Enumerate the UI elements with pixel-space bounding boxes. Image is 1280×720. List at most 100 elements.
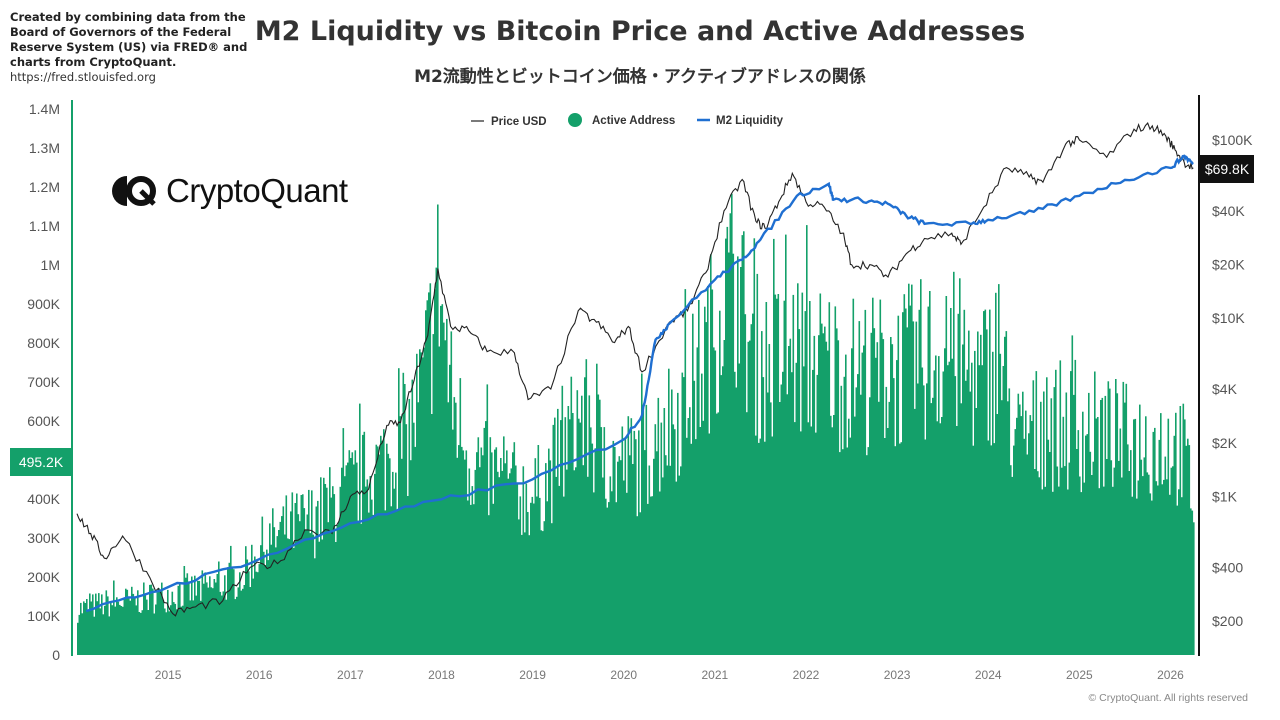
source-credit: Created by combining data from the Board… [10, 10, 280, 85]
active-address-bar [900, 442, 903, 655]
active-address-bar [705, 322, 708, 655]
active-address-bar [927, 306, 930, 655]
active-address-bar [941, 417, 943, 655]
active-address-bar [599, 399, 601, 655]
active-address-bar [918, 309, 921, 655]
active-address-bar [876, 342, 879, 655]
active-address-bar [851, 348, 853, 655]
active-address-bar [1016, 417, 1018, 655]
active-address-bar [483, 427, 486, 655]
left-tick-label: 800K [27, 335, 60, 351]
active-address-bar [717, 412, 720, 655]
active-address-bar [675, 481, 678, 655]
active-address-bar [932, 397, 934, 655]
active-address-bar [1155, 481, 1158, 655]
active-address-bar [992, 351, 994, 655]
active-address-bar [1052, 491, 1054, 655]
active-address-bar [1071, 335, 1074, 655]
active-address-bar [576, 390, 579, 655]
active-address-bar [801, 292, 804, 655]
active-address-bar [269, 523, 271, 655]
active-address-bar [1058, 486, 1060, 655]
active-address-bar [161, 582, 163, 655]
active-address-bar [753, 238, 756, 656]
active-address-bar [989, 309, 991, 655]
active-address-bar [824, 326, 826, 655]
active-address-bar [683, 377, 685, 655]
active-address-bar [1043, 391, 1045, 655]
active-address-bar [539, 497, 541, 655]
active-address-bar [197, 580, 199, 655]
x-tick-label: 2020 [610, 668, 637, 682]
active-address-bar [809, 301, 811, 655]
active-address-bar [447, 402, 450, 655]
active-address-bar [167, 589, 169, 655]
active-address-bar [320, 477, 322, 655]
active-address-bar [266, 549, 268, 655]
active-address-bar [183, 566, 186, 655]
active-address-bar [1190, 508, 1192, 655]
active-address-bar [629, 455, 631, 655]
active-address-bar [525, 483, 528, 655]
active-address-bar [182, 605, 184, 655]
active-address-bar [695, 439, 697, 655]
active-address-bar [1011, 476, 1014, 655]
active-address-bar [638, 430, 640, 655]
active-address-bar [437, 204, 439, 655]
active-address-bar [248, 571, 250, 655]
active-address-bar [951, 358, 954, 655]
active-address-bar [476, 452, 478, 655]
active-address-bar [206, 582, 208, 655]
left-tick-label: 700K [27, 374, 60, 390]
active-address-bar [810, 426, 813, 655]
active-address-bar [746, 412, 748, 655]
active-address-bar [1128, 471, 1131, 655]
active-address-bar [291, 492, 294, 655]
active-address-bar [81, 613, 84, 655]
active-address-bar [1005, 331, 1008, 655]
active-address-bar [725, 238, 727, 655]
active-address-bar [1151, 500, 1153, 655]
active-address-bar [963, 309, 966, 655]
active-address-bar [686, 437, 688, 655]
active-address-bar [950, 308, 952, 655]
active-address-bar [386, 443, 388, 655]
credit-url[interactable]: https://fred.stlouisfed.org [10, 70, 156, 84]
active-address-bar [641, 373, 643, 655]
active-address-bar [1061, 467, 1063, 655]
active-address-bar [155, 604, 157, 655]
active-address-bar [102, 614, 105, 655]
active-address-bar [533, 503, 535, 655]
active-address-bar [570, 376, 573, 655]
active-address-bar [179, 583, 181, 655]
active-address-bar [177, 585, 180, 655]
active-address-bar [171, 591, 174, 655]
active-address-bar [230, 545, 232, 655]
active-address-bar [776, 298, 778, 655]
active-address-bar [380, 435, 382, 655]
active-address-bar [1127, 444, 1129, 655]
active-address-bar [215, 582, 217, 655]
active-address-bar [443, 322, 445, 655]
active-address-bar [1080, 492, 1083, 655]
active-address-bar [252, 578, 255, 655]
active-address-bar [282, 506, 285, 655]
active-address-bar [347, 462, 349, 655]
active-address-bar [414, 446, 417, 655]
active-address-bar [765, 302, 768, 655]
left-tick-label: 300K [27, 530, 60, 546]
right-tick-label: $4K [1212, 381, 1238, 397]
active-address-bar [1193, 522, 1195, 655]
active-address-bar [293, 547, 295, 655]
active-address-bar [734, 371, 736, 655]
active-address-bar [239, 572, 241, 655]
active-address-bar [495, 447, 498, 655]
active-address-bar [470, 504, 472, 655]
active-address-bar [603, 427, 606, 655]
active-address-bar [1112, 486, 1114, 655]
active-address-bar [573, 470, 576, 655]
active-address-bar [1056, 466, 1059, 655]
active-address-bar [1073, 394, 1075, 655]
active-address-bar [165, 612, 168, 655]
